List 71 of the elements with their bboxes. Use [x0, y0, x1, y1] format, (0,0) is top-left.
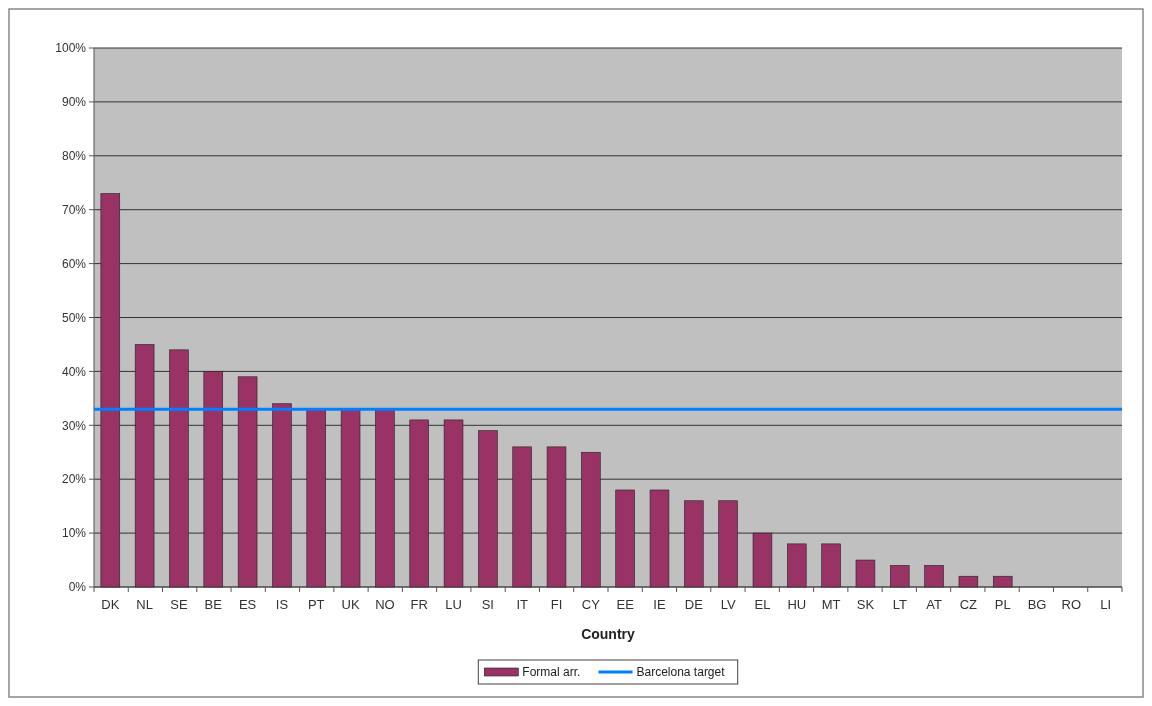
x-tick-label: DK	[101, 597, 120, 612]
bar	[306, 408, 326, 588]
bar	[821, 543, 841, 588]
bar	[443, 419, 464, 588]
x-tick-label: BE	[204, 597, 223, 612]
bar	[787, 543, 807, 588]
y-tick-label: 100%	[55, 41, 87, 56]
x-tick-label: NO	[375, 597, 395, 612]
x-tick-label: SK	[856, 597, 875, 612]
y-tick-label: 70%	[61, 202, 87, 217]
x-tick-label: EL	[754, 597, 771, 612]
x-tick-label: UK	[341, 597, 360, 612]
bar	[169, 349, 189, 588]
x-tick-label: LT	[892, 597, 907, 612]
bar	[958, 575, 979, 588]
x-tick-label: AT	[926, 597, 942, 612]
y-tick-label: 10%	[61, 526, 87, 541]
y-tick-label: 0%	[68, 580, 87, 595]
x-tick-label: SI	[481, 597, 495, 612]
bar	[134, 344, 155, 588]
y-tick-label: 30%	[61, 418, 87, 433]
bar	[546, 446, 567, 588]
x-tick-label: EE	[616, 597, 635, 612]
bar	[992, 575, 1013, 588]
x-tick-label: PL	[994, 597, 1011, 612]
bar	[924, 565, 944, 588]
y-tick-label: 80%	[61, 149, 87, 163]
y-tick-label: 60%	[61, 256, 87, 271]
y-tick-label: 90%	[61, 95, 87, 110]
x-tick-label: LV	[720, 597, 736, 612]
bar	[615, 489, 635, 588]
bar	[855, 559, 876, 588]
x-tick-label: FI	[550, 597, 563, 612]
x-tick-label: BG	[1027, 597, 1047, 612]
x-tick-label: RO	[1061, 597, 1082, 612]
x-tick-label: MT	[821, 597, 841, 612]
x-tick-label: ES	[238, 597, 257, 612]
x-tick-label: DE	[684, 597, 704, 612]
x-tick-label: IS	[275, 597, 289, 612]
bar	[203, 371, 224, 588]
bar	[684, 500, 704, 588]
bar	[272, 403, 292, 588]
x-tick-label: CZ	[959, 597, 978, 612]
bar	[237, 376, 258, 588]
x-axis-title: Country	[581, 626, 636, 642]
x-tick-label: CY	[581, 597, 601, 612]
bar	[752, 532, 773, 588]
x-tick-label: LU	[445, 597, 462, 612]
bar	[512, 446, 532, 588]
x-tick-label: IE	[653, 597, 666, 612]
x-tick-label: HU	[787, 597, 807, 612]
y-tick-label: 40%	[61, 364, 87, 379]
x-tick-label: NL	[136, 597, 153, 612]
x-tick-label: SE	[170, 597, 188, 612]
bar	[478, 430, 498, 588]
bar	[409, 419, 429, 588]
legend-label: Formal arr.	[522, 665, 581, 680]
bar	[340, 408, 361, 588]
x-tick-label: PT	[307, 597, 325, 612]
bar	[649, 489, 670, 588]
y-tick-label: 50%	[61, 310, 87, 325]
legend-label: Barcelona target	[636, 665, 726, 680]
bar	[581, 451, 601, 588]
bar	[890, 565, 910, 588]
x-tick-label: IT	[516, 597, 529, 612]
bar	[718, 500, 738, 588]
x-tick-label: FR	[410, 597, 428, 612]
x-tick-label: LI	[1100, 597, 1112, 612]
bar	[375, 408, 395, 588]
y-tick-label: 20%	[61, 472, 87, 487]
bar	[100, 193, 121, 588]
